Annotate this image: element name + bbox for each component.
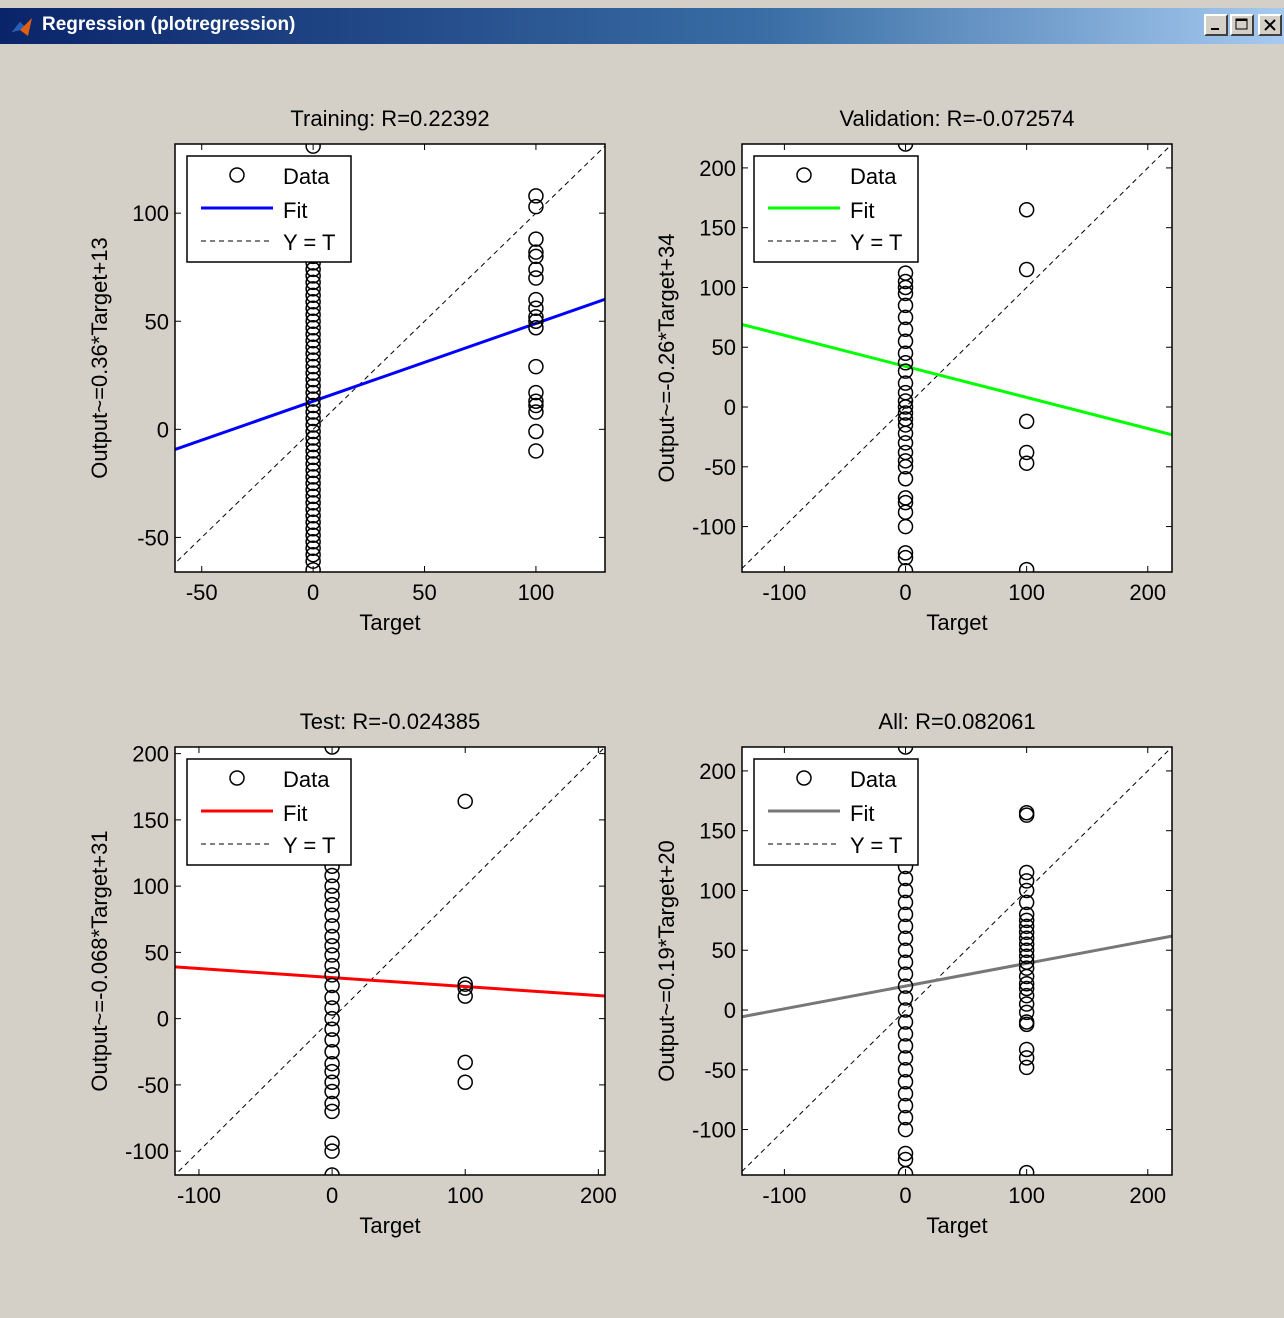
legend-fit-label: Fit [850,801,874,826]
y-tick-label: 200 [132,742,169,767]
x-axis-label: Target [926,610,987,635]
y-tick-label: 50 [712,938,736,963]
x-tick-label: 200 [1129,580,1166,605]
y-tick-label: 150 [699,819,736,844]
y-tick-label: -100 [692,1118,736,1143]
y-tick-label: 200 [699,156,736,181]
x-tick-label: 100 [1008,1183,1045,1208]
x-tick-label: -50 [186,580,218,605]
x-tick-label: -100 [762,1183,806,1208]
x-tick-label: 100 [447,1183,484,1208]
legend-fit-label: Fit [283,198,307,223]
legend: Data Fit Y = T [754,156,918,262]
training-regression-plot: -50 0 50 100 -50 0 50 100 Training: R=0.22392 Tar… [55,36,719,680]
chart-title: Test: R=-0.024385 [300,709,480,734]
y-tick-label: 0 [157,1007,169,1032]
legend-fit-label: Fit [850,198,874,223]
y-tick-label: 100 [132,201,169,226]
legend: Data Fit Y = T [187,156,351,262]
x-tick-label: 0 [307,580,319,605]
y-tick-label: -100 [692,515,736,540]
chart-title: All: R=0.082061 [878,709,1035,734]
y-tick-label: 0 [724,998,736,1023]
x-tick-label: 0 [899,580,911,605]
legend-identity-label: Y = T [850,230,902,255]
x-tick-label: 0 [326,1183,338,1208]
identity-line [55,36,719,680]
legend-identity-label: Y = T [283,833,335,858]
legend: Data Fit Y = T [754,759,918,865]
test-regression-plot: -100 0 100 200 -100 -50 0 50 100 150 200 Test: R=-0… [87,681,672,1242]
y-axis-label: Output~=0.19*Target+20 [654,840,679,1082]
y-tick-label: 100 [699,275,736,300]
legend: Data Fit Y = T [187,759,351,865]
y-tick-label: -50 [137,525,169,550]
y-axis-label: Output~=0.36*Target+13 [87,237,112,479]
x-axis-label: Target [359,1213,420,1238]
all-regression-plot: -100 0 100 200 -100 -50 0 50 100 150 200 All: R=0.0… [654,687,1233,1238]
y-tick-label: -50 [704,1058,736,1083]
x-tick-label: 0 [899,1183,911,1208]
y-tick-label: 0 [157,417,169,442]
legend-identity-label: Y = T [850,833,902,858]
y-tick-label: 50 [145,940,169,965]
x-tick-label: 200 [580,1183,617,1208]
y-tick-label: -100 [125,1139,169,1164]
x-tick-label: 100 [518,580,555,605]
y-axis-label: Output~=-0.068*Target+31 [87,830,112,1091]
x-tick-label: 100 [1008,580,1045,605]
y-tick-label: -50 [704,455,736,480]
chart-title: Training: R=0.22392 [290,106,489,131]
x-tick-label: 200 [1129,1183,1166,1208]
validation-regression-plot: -100 0 100 200 -100 -50 0 50 100 150 200 Validation… [654,84,1233,635]
legend-data-label: Data [283,767,330,792]
y-axis-label: Output~=-0.26*Target+34 [654,234,679,483]
plot-contents [55,36,719,680]
x-axis-label: Target [359,610,420,635]
x-tick-label: 50 [412,580,436,605]
x-tick-label: -100 [177,1183,221,1208]
y-tick-label: 150 [132,808,169,833]
x-axis-label: Target [926,1213,987,1238]
legend-fit-label: Fit [283,801,307,826]
y-tick-label: 100 [132,874,169,899]
legend-data-label: Data [850,164,897,189]
legend-data-label: Data [283,164,330,189]
y-tick-label: 50 [145,309,169,334]
y-tick-label: -50 [137,1073,169,1098]
y-tick-label: 50 [712,335,736,360]
x-tick-label: -100 [762,580,806,605]
legend-identity-label: Y = T [283,230,335,255]
y-tick-label: 100 [699,878,736,903]
legend-data-label: Data [850,767,897,792]
y-tick-label: 0 [724,395,736,420]
y-tick-label: 150 [699,216,736,241]
chart-title: Validation: R=-0.072574 [839,106,1074,131]
y-tick-label: 200 [699,759,736,784]
